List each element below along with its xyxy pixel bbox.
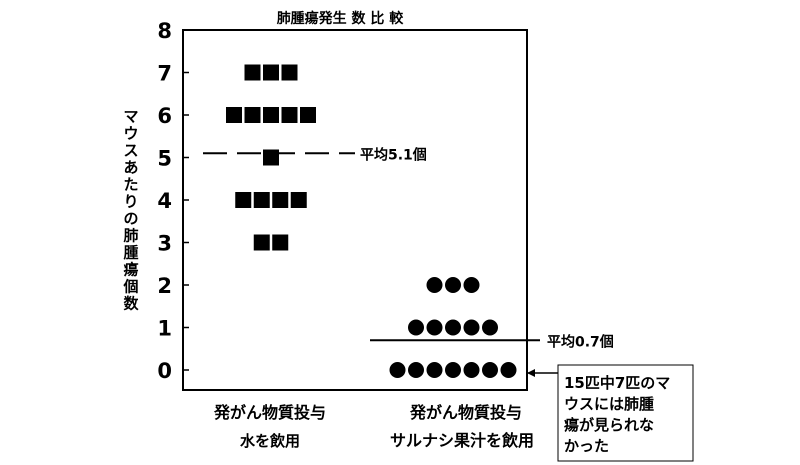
y-axis-label-char: り xyxy=(123,193,138,211)
data-marks xyxy=(226,64,517,378)
data-point-circle xyxy=(500,362,517,378)
data-point-circle xyxy=(426,362,443,378)
y-axis-label-char: あ xyxy=(123,159,138,177)
data-point-circle xyxy=(408,319,424,336)
y-tick-label: 3 xyxy=(157,232,172,256)
y-tick-label: 7 xyxy=(157,62,172,86)
data-point-circle xyxy=(463,319,480,336)
data-point-square xyxy=(281,64,298,81)
y-axis-label-char: た xyxy=(123,176,138,194)
data-point-square xyxy=(272,234,289,251)
data-point-circle xyxy=(445,319,461,336)
y-axis-label-char: 肺 xyxy=(123,227,138,245)
data-point-square xyxy=(226,107,242,123)
y-tick-label: 0 xyxy=(157,359,172,383)
data-point-square xyxy=(244,107,261,123)
data-point-circle xyxy=(408,362,424,378)
y-axis-label-char: 数 xyxy=(123,295,139,313)
x-category-label: 発がん物質投与 xyxy=(213,403,326,422)
y-axis-label-char: ス xyxy=(123,142,138,160)
y-axis-label-char: の xyxy=(123,210,138,228)
data-point-square xyxy=(253,192,270,208)
data-point-square xyxy=(272,192,289,208)
y-tick-label: 2 xyxy=(157,274,172,298)
data-point-circle xyxy=(426,277,443,293)
data-point-square xyxy=(300,107,316,123)
data-point-circle xyxy=(426,319,443,336)
annotation-arrow-head xyxy=(527,369,535,377)
data-point-circle xyxy=(445,362,461,378)
y-tick-label: 6 xyxy=(157,104,172,128)
data-point-circle xyxy=(389,362,406,378)
annotation-box xyxy=(557,364,694,462)
y-axis-label-char: ウ xyxy=(123,125,138,143)
annotation-line: 瘍が見られな xyxy=(564,416,654,434)
data-point-square xyxy=(235,192,252,208)
x-category-label: 水を飲用 xyxy=(240,432,300,450)
y-tick-label: 4 xyxy=(157,189,172,213)
data-point-square xyxy=(244,64,261,81)
data-point-square xyxy=(253,234,270,251)
y-tick-label: 1 xyxy=(157,317,172,341)
x-category-label: 発がん物質投与 xyxy=(409,403,522,422)
data-point-square xyxy=(263,149,279,166)
mean-label: 平均0.7個 xyxy=(547,333,614,350)
data-point-square xyxy=(263,107,279,123)
data-point-circle xyxy=(482,319,498,336)
mean-label: 平均5.1個 xyxy=(360,146,427,163)
data-point-circle xyxy=(463,277,480,293)
annotation-line: 15匹中7匹のマ xyxy=(564,374,670,392)
y-axis-label-char: 瘍 xyxy=(123,261,138,279)
annotation-line: ウスには肺腫 xyxy=(564,395,654,413)
y-tick-label: 5 xyxy=(157,147,172,171)
data-point-circle xyxy=(482,362,498,378)
y-axis-label-char: 個 xyxy=(122,278,138,296)
y-axis: 0 1 2 3 4 5 6 7 8 xyxy=(157,19,189,383)
x-category-label: サルナシ果汁を飲用 xyxy=(390,431,534,450)
data-point-square xyxy=(263,64,279,81)
y-tick-label: 8 xyxy=(157,19,172,43)
data-point-square xyxy=(290,192,307,208)
annotation-line: かった xyxy=(564,437,609,455)
y-axis-label-char: 腫 xyxy=(123,244,138,262)
data-point-circle xyxy=(445,277,461,293)
plot-frame xyxy=(182,29,528,391)
y-axis-label-char: マ xyxy=(123,108,138,126)
data-point-square xyxy=(281,107,298,123)
data-point-circle xyxy=(463,362,480,378)
chart-title: 肺腫瘍発生 数 比 較 xyxy=(277,10,405,27)
